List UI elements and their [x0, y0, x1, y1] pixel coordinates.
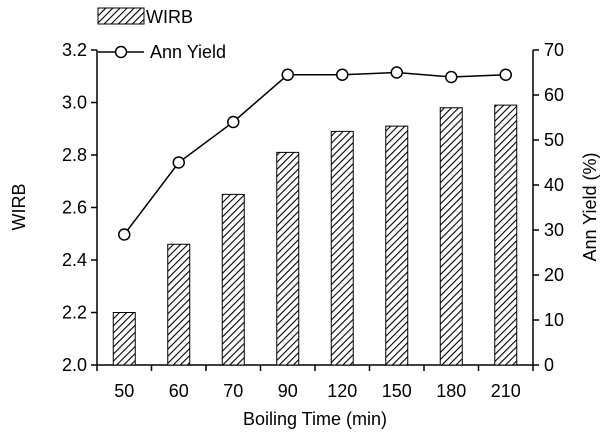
legend-label-wirb: WIRB	[146, 7, 193, 27]
x-tick-label: 50	[114, 381, 134, 401]
point-ann-yield-180	[445, 70, 458, 84]
bar-wirb-150	[385, 125, 409, 366]
bar-wirb-70	[221, 193, 245, 366]
y-axis-title-left: WIRB	[9, 184, 29, 231]
y-tick-label-left: 3.0	[62, 93, 87, 113]
legend-marker-ann-yield	[114, 45, 128, 59]
point-ann-yield-210	[499, 68, 512, 81]
bar-wirb-120	[330, 130, 354, 366]
point-ann-yield-60	[172, 156, 185, 169]
point-ann-yield-150	[390, 66, 403, 79]
y-axis-title-right: Ann Yield (%)	[580, 152, 600, 261]
bar-wirb-50	[112, 312, 136, 366]
x-axis-title: Boiling Time (min)	[243, 409, 387, 429]
y-tick-label-left: 2.2	[62, 303, 87, 323]
y-tick-label-left: 2.8	[62, 145, 87, 165]
point-ann-yield-120	[336, 68, 349, 81]
y-tick-label-right: 10	[544, 310, 564, 330]
wirb-bars	[112, 104, 518, 366]
bar-wirb-90	[276, 151, 300, 366]
y-ticks-left: 2.0 2.2 2.4 2.6 2.8 3.0 3.2	[62, 40, 97, 375]
legend-label-ann-yield: Ann Yield	[150, 42, 226, 62]
y-tick-label-right: 20	[544, 265, 564, 285]
y-tick-label-right: 50	[544, 130, 564, 150]
y-tick-label-right: 70	[544, 40, 564, 60]
x-tick-label: 210	[491, 381, 521, 401]
ann-yield-line	[123, 71, 506, 235]
bar-wirb-60	[167, 243, 191, 366]
y-tick-label-right: 30	[544, 220, 564, 240]
point-ann-yield-70	[227, 115, 240, 129]
legend-swatch-wirb	[97, 7, 145, 25]
y-tick-label-left: 2.0	[62, 355, 87, 375]
bar-wirb-210	[494, 104, 518, 366]
y-tick-label-left: 2.6	[62, 198, 87, 218]
x-tick-label: 90	[278, 381, 298, 401]
y-tick-label-right: 0	[544, 355, 554, 375]
x-tick-label: 70	[223, 381, 243, 401]
ann-yield-series	[118, 66, 512, 241]
x-tick-label: 60	[169, 381, 189, 401]
x-tick-label: 150	[382, 381, 412, 401]
point-ann-yield-90	[281, 68, 294, 81]
point-ann-yield-50	[118, 228, 131, 241]
x-tick-label: 120	[327, 381, 357, 401]
x-tick-label: 180	[436, 381, 466, 401]
y-tick-label-right: 40	[544, 175, 564, 195]
y-tick-label-left: 3.2	[62, 40, 87, 60]
legend: WIRB Ann Yield	[97, 7, 226, 62]
x-ticks: 50 60 70 90 120 150 180 210	[96, 365, 534, 401]
y-tick-label-right: 60	[544, 85, 564, 105]
y-ticks-right: 0 10 20 30 40 50 60 70	[533, 40, 564, 375]
y-tick-label-left: 2.4	[62, 250, 87, 270]
bar-wirb-180	[439, 107, 463, 366]
